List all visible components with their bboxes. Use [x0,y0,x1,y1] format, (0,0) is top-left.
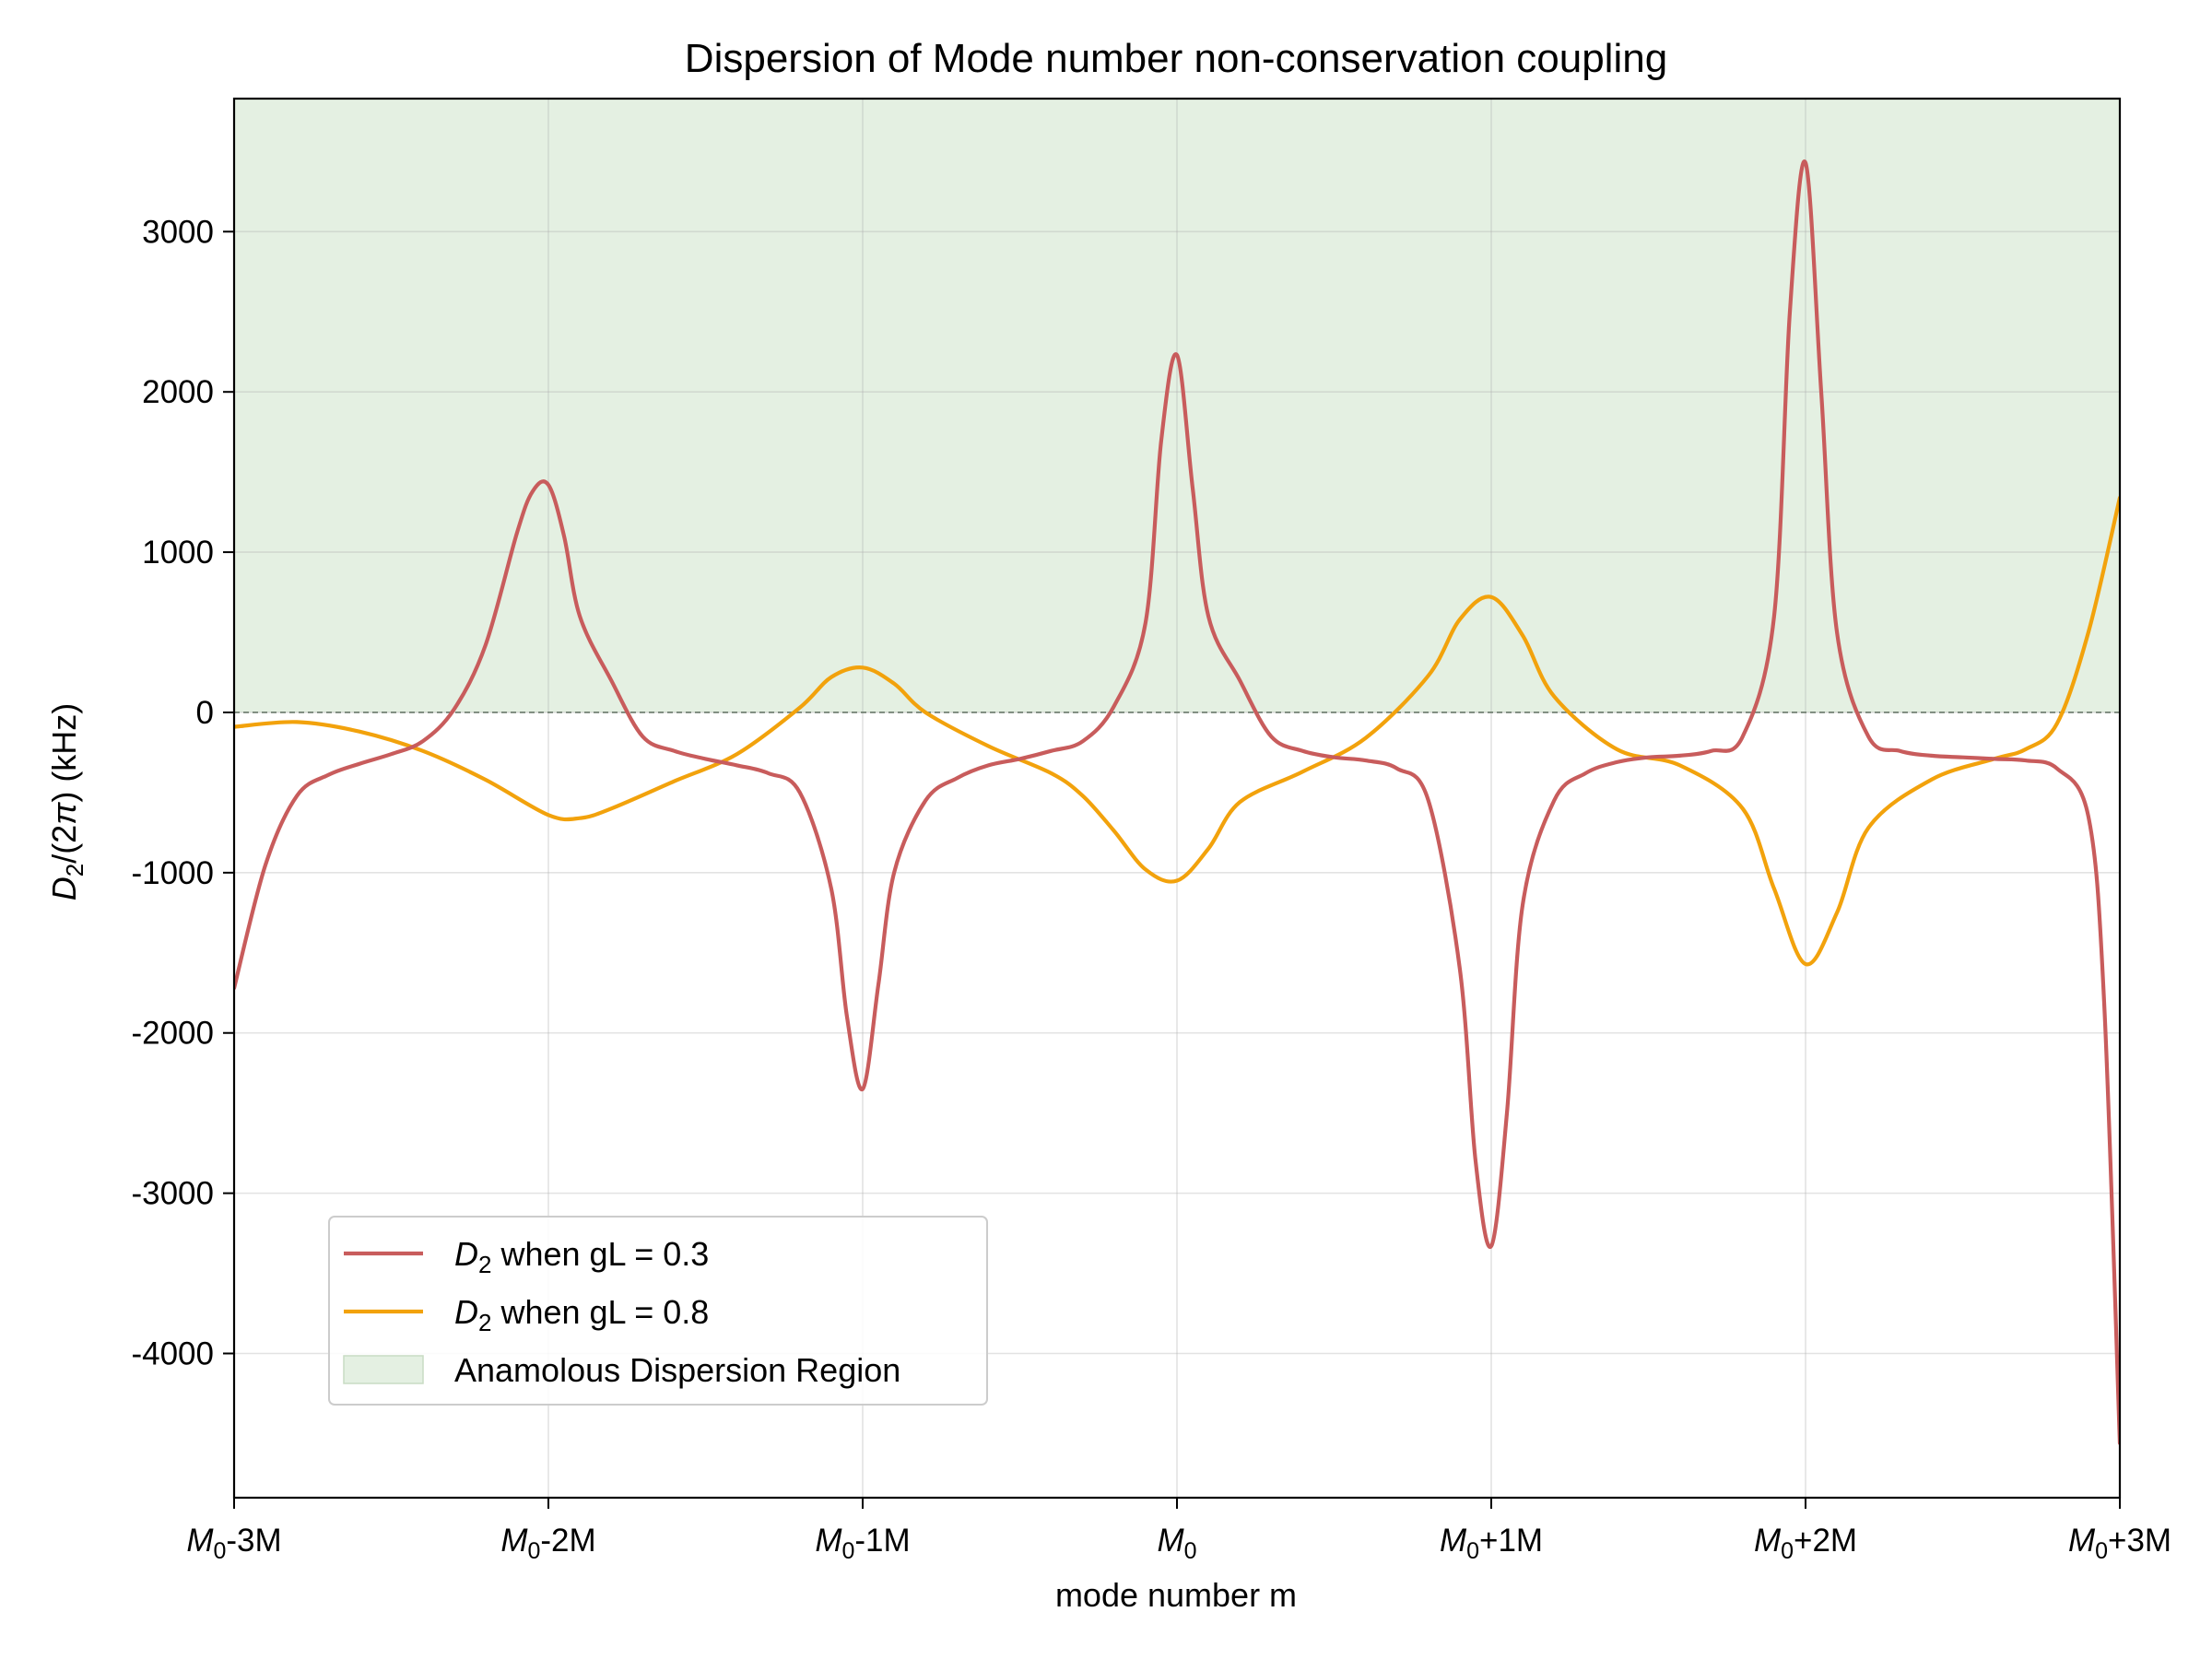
y-tick-label: -3000 [131,1176,214,1212]
x-tick-label: M0 [1157,1523,1196,1564]
legend-box [328,1216,988,1406]
anomalous-dispersion-region [234,99,2120,712]
y-axis-ticks: 3000 2000 1000 0 -1000 -2000 -3000 -4000 [131,214,234,1372]
y-tick-label: -2000 [131,1016,214,1052]
legend-label: Anamolous Dispersion Region [454,1351,900,1389]
x-tick-label: M0+3M [2068,1523,2171,1564]
y-tick-label: -4000 [131,1336,214,1372]
series-layer [234,159,2120,1445]
legend-swatch-region [343,1355,424,1384]
y-tick-label: 0 [196,695,214,731]
y-axis-label-subscript: 2 [61,864,88,877]
x-axis-ticks: M0-3M M0-2M M0-1M M0 M0+1M M0+2M M0+3M [186,1498,2171,1564]
x-tick-label: M0-2M [500,1523,595,1564]
x-tick-label: M0+1M [1440,1523,1543,1564]
y-tick-label: 2000 [142,374,214,410]
y-tick-label: -1000 [131,855,214,891]
y-axis-label: D2/(2π) (kHz) [45,703,88,901]
x-tick-label: M0-3M [186,1523,281,1564]
y-axis-label-unit: ) (kHz) [45,703,83,803]
y-tick-label: 1000 [142,535,214,571]
x-axis-label: mode number m [1055,1576,1297,1614]
series-line-2 [234,495,2120,967]
y-axis-label-rest: /(2 [45,825,83,864]
y-axis-label-symbol: D [45,877,83,900]
y-axis-label-pi: π [45,802,83,825]
y-tick-label: 3000 [142,214,214,250]
legend: D2 when gL = 0.3 D2 when gL = 0.8 Anamolou… [328,1216,988,1406]
legend-label: D2 when gL = 0.3 [454,1235,709,1278]
plot-area [232,97,2122,1500]
series-line-1 [234,159,2120,1445]
x-tick-label: M0-1M [815,1523,910,1564]
x-tick-label: M0+2M [1754,1523,1857,1564]
legend-label: D2 when gL = 0.8 [454,1293,709,1336]
chart-title: Dispersion of Mode number non-conservati… [685,36,1667,81]
